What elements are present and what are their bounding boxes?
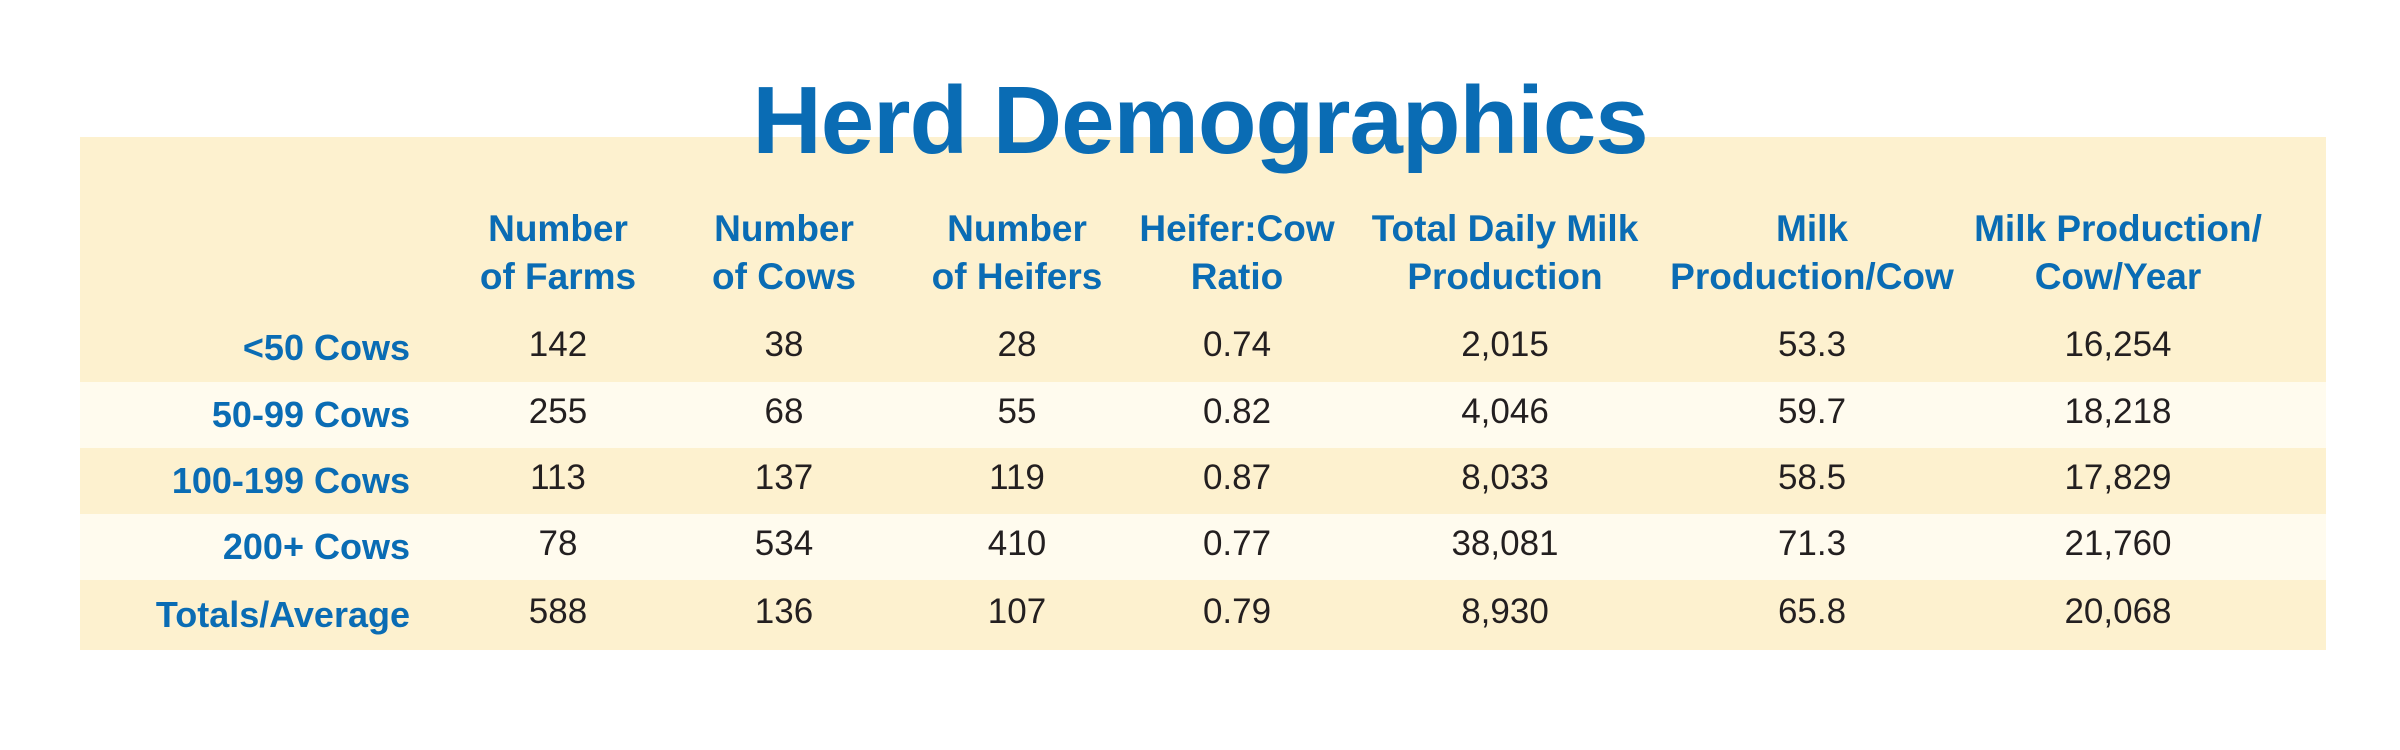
table-cell: 78 (538, 524, 578, 563)
table-row: <50 Cows 142 38 28 0.74 2,015 53.3 16,254 (80, 315, 2326, 381)
table-cell: 0.82 (1202, 392, 1272, 431)
table-cell: 8,033 (1461, 458, 1549, 497)
table-row: 50-99 Cows 255 68 55 0.82 4,046 59.7 18,218 (80, 382, 2326, 448)
page-title: Herd Demographics (752, 67, 1648, 174)
table-cell: 107 (987, 592, 1047, 631)
column-header: Heifer:Cow Ratio (1139, 208, 1335, 297)
column-header: Number of Heifers (931, 208, 1103, 297)
column-header: Total Daily Milk Production (1371, 208, 1639, 297)
table-cell: 0.74 (1202, 325, 1272, 364)
table-cell: 53.3 (1777, 325, 1847, 364)
table-row: Totals/Average 588 136 107 0.79 8,930 65.8 20,0… (80, 582, 2326, 648)
table-cell: 0.87 (1202, 458, 1272, 497)
table-cell: 71.3 (1777, 524, 1847, 563)
table-cell: 58.5 (1777, 458, 1847, 497)
table-cell: 588 (528, 592, 588, 631)
table-cell: 119 (989, 458, 1045, 497)
table-cell: 55 (997, 392, 1037, 431)
column-header: Number of Farms (479, 208, 637, 297)
table-cell: 21,760 (2064, 524, 2172, 563)
table-cell: 0.77 (1202, 524, 1272, 563)
table-cell: 4,046 (1461, 392, 1549, 431)
row-label: Totals/Average (155, 594, 410, 635)
table-row: 100-199 Cows 113 137 119 0.87 8,033 58.5 17,829 (80, 448, 2326, 514)
table-cell: 18,218 (2064, 392, 2172, 431)
table-cell: 38 (764, 325, 804, 364)
table-cell: 137 (754, 458, 814, 497)
table-cell: 17,829 (2064, 458, 2172, 497)
table-cell: 0.79 (1202, 592, 1272, 631)
table-cell: 16,254 (2064, 325, 2172, 364)
table-cell: 68 (764, 392, 804, 431)
row-label: 200+ Cows (222, 526, 410, 567)
table-cell: 59.7 (1777, 392, 1847, 431)
column-header: Milk Production/ Cow/Year (1974, 208, 2262, 297)
table-cell: 142 (528, 325, 588, 364)
table-cell: 113 (530, 458, 586, 497)
table-cell: 65.8 (1777, 592, 1847, 631)
table-cell: 255 (528, 392, 588, 431)
table-cell: 410 (987, 524, 1047, 563)
table-cell: 136 (754, 592, 814, 631)
row-label: 50-99 Cows (211, 394, 410, 435)
table-cell: 38,081 (1451, 524, 1559, 563)
table-cell: 8,930 (1461, 592, 1549, 631)
table-row: 200+ Cows 78 534 410 0.77 38,081 71.3 21,760 (80, 514, 2326, 580)
table-cell: 534 (754, 524, 814, 563)
row-label: 100-199 Cows (171, 460, 410, 501)
column-header: Milk Production/Cow (1670, 208, 1954, 297)
table-cell: 20,068 (2064, 592, 2172, 631)
table-cell: 2,015 (1461, 325, 1549, 364)
row-label: <50 Cows (242, 327, 410, 368)
column-header: Number of Cows (712, 208, 856, 297)
table-cell: 28 (997, 325, 1037, 364)
